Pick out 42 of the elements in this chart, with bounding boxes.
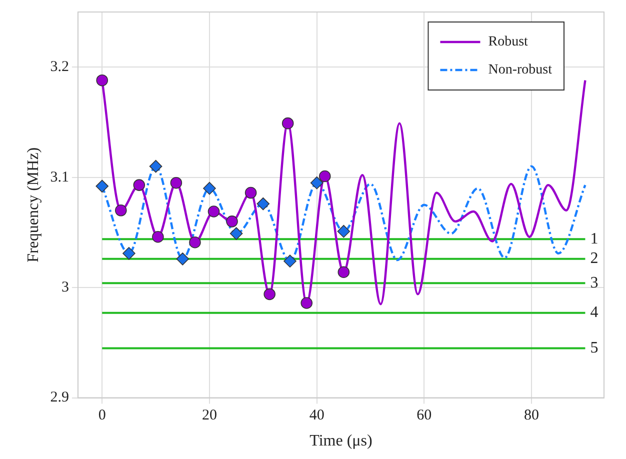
point xyxy=(244,186,257,199)
x-tick-label: 60 xyxy=(416,408,432,424)
point xyxy=(133,179,146,191)
point xyxy=(189,236,201,248)
point xyxy=(170,176,182,189)
point xyxy=(203,182,216,195)
point xyxy=(256,197,270,210)
y-tick-label: 2.9 xyxy=(50,390,69,406)
point xyxy=(152,230,164,243)
point xyxy=(310,176,324,190)
point xyxy=(226,216,238,228)
point xyxy=(208,206,220,218)
x-tick-label: 80 xyxy=(524,408,540,424)
x-axis-title: Time (μs) xyxy=(310,432,372,450)
y-tick-label: 3.2 xyxy=(50,59,69,76)
series-label: 3 xyxy=(590,274,598,292)
legend-label: Robust xyxy=(488,34,528,50)
point xyxy=(264,288,276,300)
point xyxy=(300,297,313,309)
point xyxy=(284,254,296,268)
series-label: 5 xyxy=(590,339,598,356)
point xyxy=(176,252,190,266)
y-tick-label: 3 xyxy=(61,280,69,296)
legend-label: Non-robust xyxy=(488,62,552,78)
x-tick-label: 0 xyxy=(98,408,106,424)
point xyxy=(96,180,109,193)
series-label: 2 xyxy=(590,250,598,268)
series-label: 4 xyxy=(590,304,598,322)
point xyxy=(114,204,127,216)
point xyxy=(122,247,136,260)
x-tick-label: 40 xyxy=(309,408,324,424)
point xyxy=(338,266,350,278)
series-label: 1 xyxy=(590,230,598,248)
x-tick-label: 20 xyxy=(202,408,217,424)
point xyxy=(96,74,108,86)
point xyxy=(318,170,331,182)
point xyxy=(230,227,243,240)
point xyxy=(337,224,350,238)
y-axis-title: Frequency (MHz) xyxy=(24,147,42,262)
point xyxy=(282,117,294,130)
point xyxy=(149,160,162,173)
y-tick-label: 3.1 xyxy=(50,169,69,186)
